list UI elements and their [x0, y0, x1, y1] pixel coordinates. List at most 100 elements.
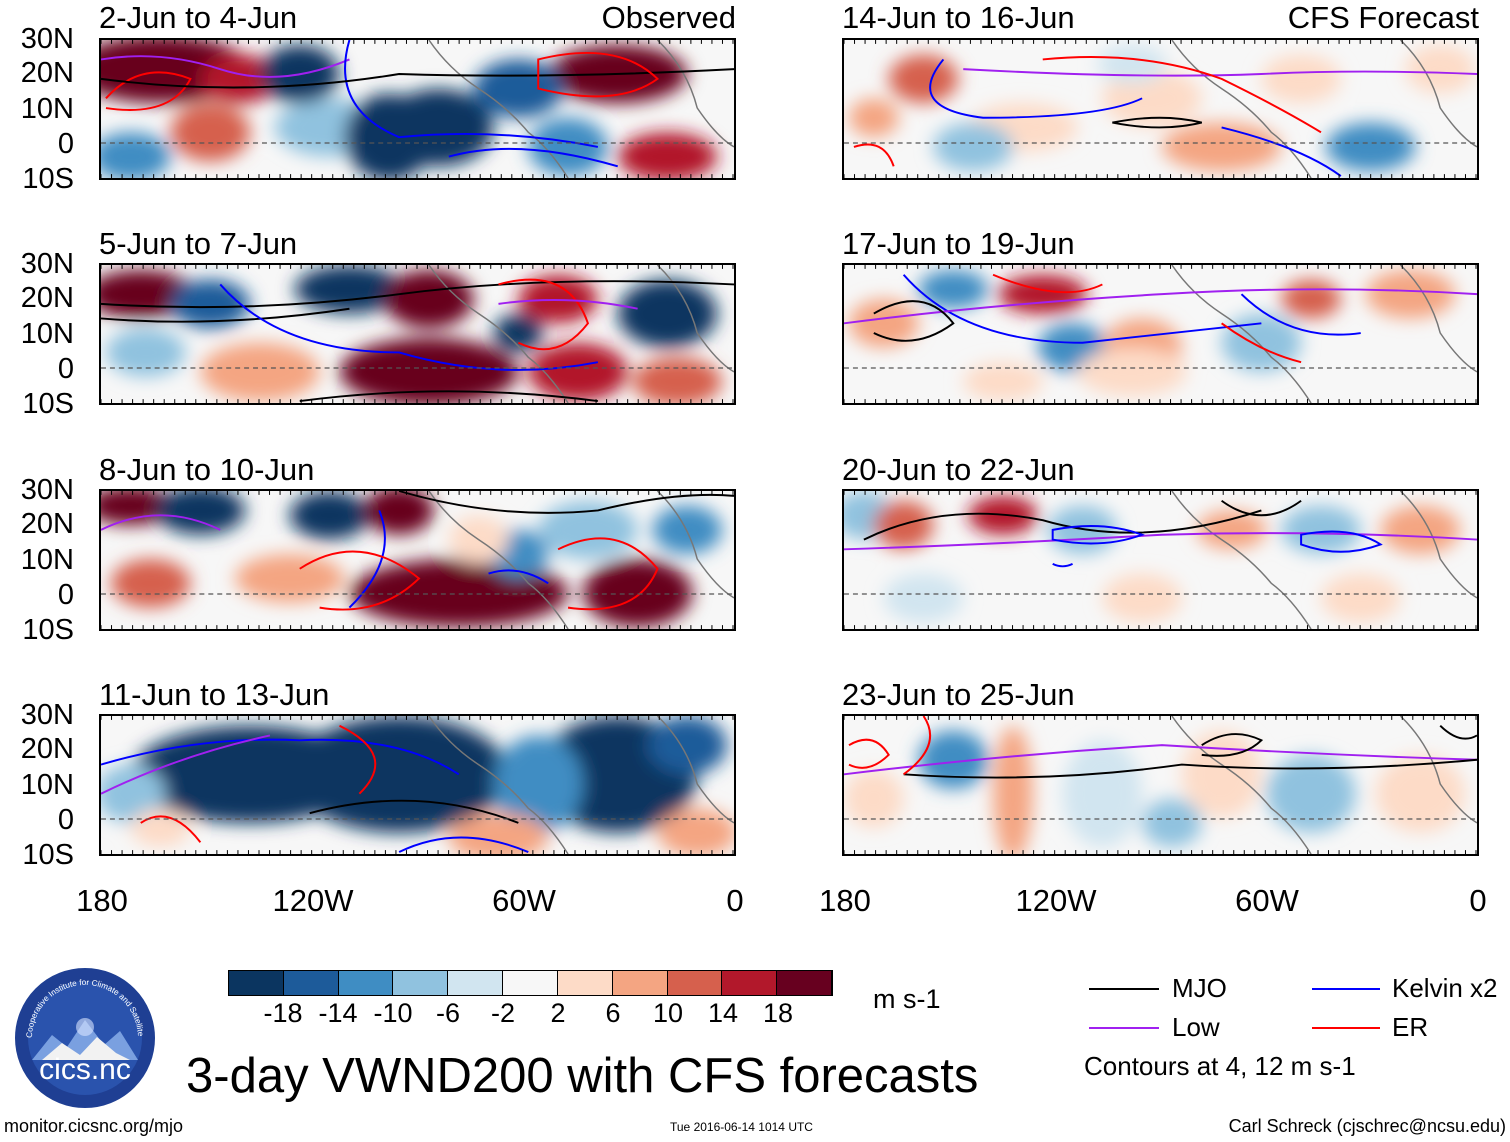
wave-contour: [1240, 293, 1361, 336]
legend-line-er: [1312, 1027, 1380, 1029]
anomaly-blob: [617, 279, 718, 348]
legend-line-low: [1089, 1027, 1159, 1029]
anomaly-blob: [200, 342, 320, 402]
anomaly-blob: [101, 491, 176, 526]
wave-contour: [348, 510, 386, 609]
anomaly-blob: [582, 559, 693, 628]
map-panel: [99, 263, 736, 405]
anomaly-blob: [1181, 730, 1262, 819]
coastline: [428, 716, 734, 854]
anomaly-blob: [1161, 122, 1282, 172]
footer-url[interactable]: monitor.cicsnc.org/mjo: [4, 1116, 184, 1136]
map-panel: [842, 714, 1479, 856]
coastline: [1171, 716, 1477, 854]
anomaly-blob: [963, 362, 1043, 402]
anomaly-blob: [1375, 754, 1466, 833]
lat-label: 20N: [20, 733, 74, 765]
wave-contour: [101, 68, 734, 89]
map-panel: [842, 263, 1479, 405]
column-tag-forecast: CFS Forecast: [1287, 0, 1479, 35]
anomaly-blob: [647, 716, 728, 775]
colorbar-swatch: [393, 971, 449, 995]
colorbar-tick-label: -14: [318, 998, 358, 1028]
wave-contour: [902, 274, 1262, 344]
anomaly-blob: [101, 132, 171, 178]
legend-label-mjo: MJO: [1172, 973, 1227, 1003]
panel-date-range: 23-Jun to 25-Jun: [842, 677, 1075, 712]
colorbar-tick-label: 10: [652, 998, 684, 1028]
column-tag-observed: Observed: [601, 0, 736, 35]
map-panel: [842, 38, 1479, 180]
lat-label: 10N: [20, 769, 74, 801]
lat-label: 10S: [22, 388, 74, 420]
wave-contour: [101, 55, 350, 78]
wave-contour: [498, 278, 590, 351]
wave-contour: [299, 390, 598, 403]
wave-contour: [844, 288, 1477, 325]
anomaly-field: [101, 40, 734, 178]
lat-label: 10N: [20, 93, 74, 125]
anomaly-blob: [1281, 505, 1361, 555]
anomaly-blob: [1320, 573, 1401, 623]
colorbar-swatch: [667, 971, 723, 995]
cics-logo: Cooperative Institute for Climate and Sa…: [10, 958, 158, 1111]
wave-contour: [398, 491, 734, 514]
colorbar-swatch: [229, 971, 284, 995]
legend-note: Contours at 4, 12 m s-1: [1084, 1051, 1356, 1081]
legend-label-kelvin: Kelvin x2: [1392, 973, 1498, 1003]
lat-label: 10S: [22, 163, 74, 195]
lat-label: 20N: [20, 282, 74, 314]
colorbar-swatch: [448, 971, 504, 995]
anomaly-blob: [235, 554, 345, 603]
anomaly-blob: [918, 730, 989, 789]
anomaly-blob: [1077, 347, 1187, 397]
wave-contour: [219, 283, 599, 371]
wave-contour: [1042, 56, 1322, 134]
map-panel: [842, 489, 1479, 631]
lat-label: 30N: [20, 474, 74, 506]
wave-contour: [498, 299, 638, 310]
lat-label: 10N: [20, 318, 74, 350]
coastline: [1171, 491, 1477, 629]
lat-label: 20N: [20, 508, 74, 540]
lat-label: 30N: [20, 699, 74, 731]
wave-contour: [101, 734, 271, 795]
wave-contour: [398, 836, 529, 853]
anomaly-blob: [518, 274, 598, 324]
anomaly-blob: [538, 500, 638, 560]
lat-label: 0: [57, 804, 74, 836]
lon-label: 60W: [492, 883, 556, 918]
colorbar-swatch: [557, 971, 613, 995]
wave-contour: [873, 300, 955, 342]
footer-timestamp: Tue 2016-06-14 1014 UTC: [670, 1120, 813, 1134]
wave-contour: [105, 71, 192, 111]
anomaly-blob: [1266, 754, 1356, 833]
wave-contour: [844, 744, 1477, 776]
anomaly-field: [101, 491, 734, 629]
anomaly-blob: [1142, 798, 1202, 848]
anomaly-blob: [110, 559, 191, 608]
anomaly-blob: [339, 337, 519, 403]
coastline: [1171, 265, 1477, 403]
anomaly-blob: [1102, 69, 1202, 128]
anomaly-blob: [105, 328, 186, 377]
anomaly-field: [844, 491, 1477, 629]
anomaly-blob: [170, 103, 251, 162]
colorbar-swatch: [722, 971, 778, 995]
wave-contour: [101, 738, 460, 776]
figure-title: 3-day VWND200 with CFS forecasts: [186, 1049, 979, 1103]
anomaly-blob: [170, 279, 251, 329]
wave-contour: [863, 509, 1262, 541]
anomaly-blob: [528, 342, 628, 402]
anomaly-blob: [918, 269, 989, 309]
lon-label: 120W: [272, 883, 354, 918]
anomaly-blob: [1325, 122, 1416, 172]
anomaly-blob: [1261, 54, 1341, 104]
colorbar-tick-label: 14: [707, 998, 739, 1028]
legend-label-er: ER: [1392, 1012, 1429, 1042]
anomaly-blob: [933, 122, 1013, 172]
footer-author: Carl Schreck (cjschrec@ncsu.edu): [1228, 1116, 1506, 1136]
lat-label: 0: [57, 128, 74, 160]
lon-label: 0: [726, 883, 744, 918]
legend-label-low: Low: [1172, 1012, 1220, 1042]
